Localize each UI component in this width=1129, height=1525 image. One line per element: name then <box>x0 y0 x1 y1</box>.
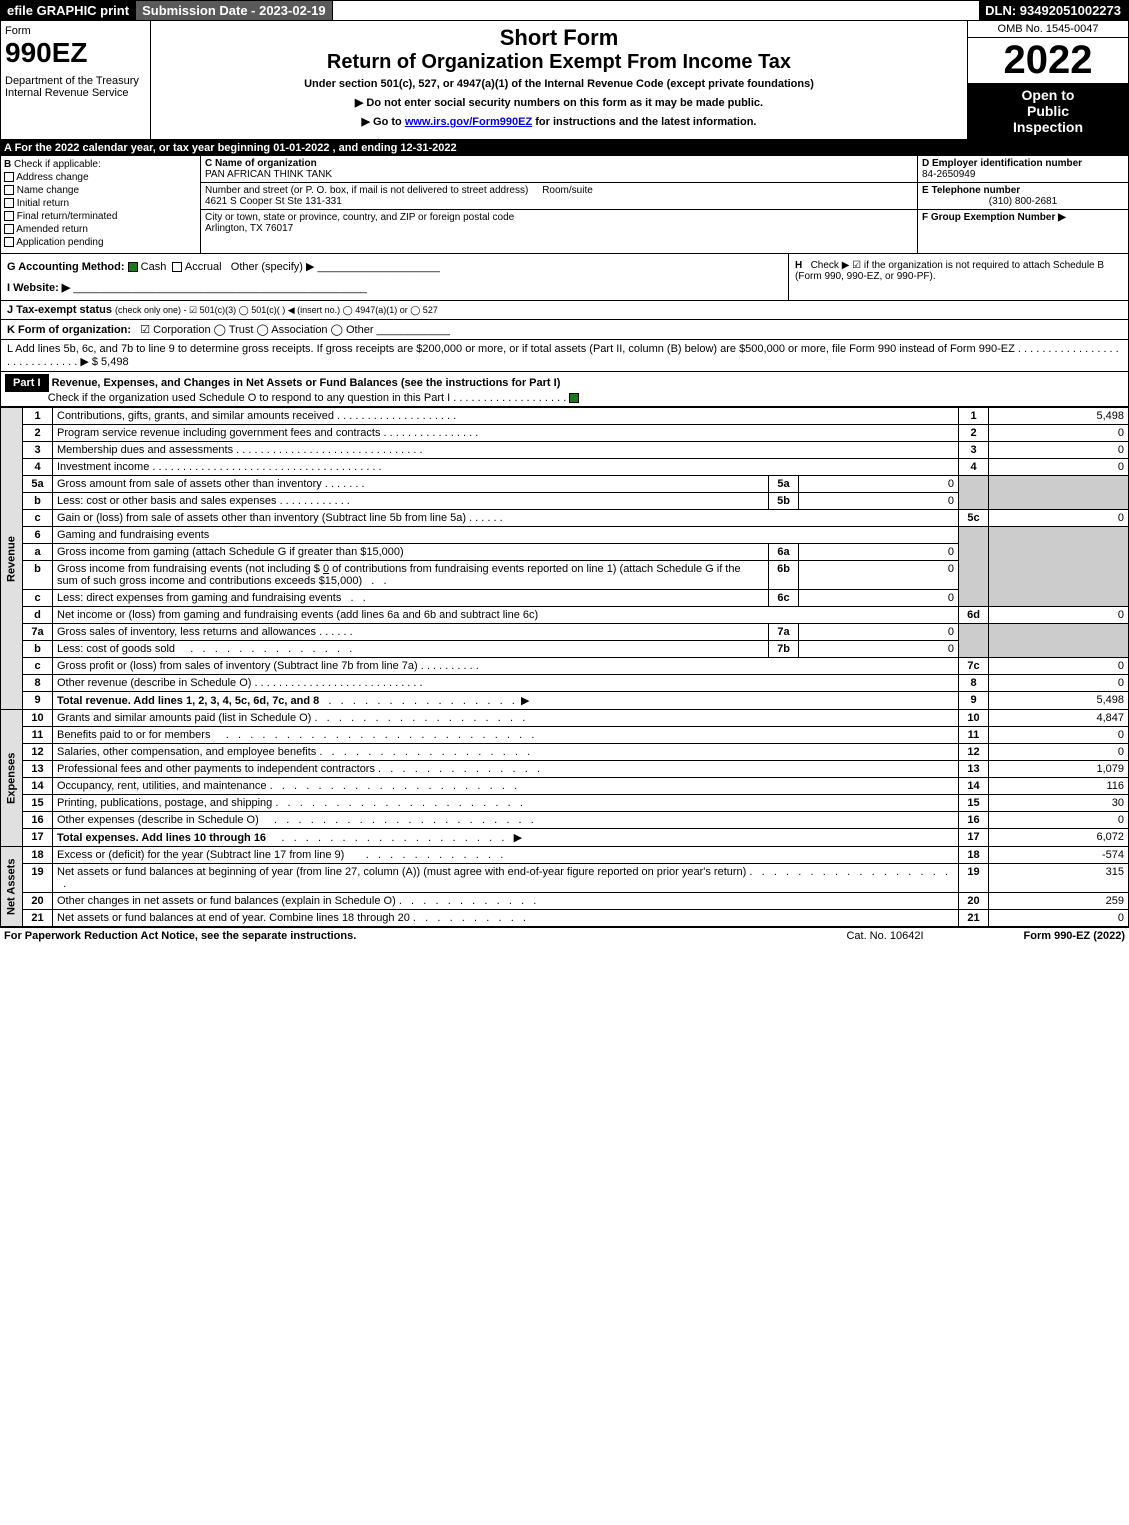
form-ref: Form 990-EZ (2022) <box>1024 930 1125 942</box>
table-row: 11Benefits paid to or for members . . . … <box>1 727 1129 744</box>
table-row: 3Membership dues and assessments . . . .… <box>1 442 1129 459</box>
section-a-tax-year: A For the 2022 calendar year, or tax yea… <box>0 140 1129 156</box>
table-row: 5aGross amount from sale of assets other… <box>1 476 1129 493</box>
phone-box: E Telephone number (310) 800-2681 <box>918 183 1128 210</box>
check-application-pending[interactable]: Application pending <box>4 237 197 248</box>
open-public-inspection: Open to Public Inspection <box>968 83 1128 139</box>
l-gross-receipts: L Add lines 5b, 6c, and 7b to line 9 to … <box>0 340 1129 372</box>
checkbox-icon <box>4 172 14 182</box>
table-row: 6Gaming and fundraising events <box>1 527 1129 544</box>
boxes-bcdef: B Check if applicable: Address change Na… <box>0 156 1129 254</box>
check-initial-return[interactable]: Initial return <box>4 198 197 209</box>
check-amended-return[interactable]: Amended return <box>4 224 197 235</box>
table-row: Net Assets 18Excess or (deficit) for the… <box>1 847 1129 864</box>
paperwork-notice: For Paperwork Reduction Act Notice, see … <box>4 930 356 942</box>
street-address: 4621 S Cooper St Ste 131-331 <box>205 196 342 207</box>
table-row: dNet income or (loss) from gaming and fu… <box>1 607 1129 624</box>
ein-box: D Employer identification number 84-2650… <box>918 156 1128 183</box>
checkbox-icon <box>4 237 14 247</box>
org-name-box: C Name of organization PAN AFRICAN THINK… <box>201 156 917 183</box>
check-name-change[interactable]: Name change <box>4 185 197 196</box>
checkbox-icon <box>4 224 14 234</box>
street-box: Number and street (or P. O. box, if mail… <box>201 183 917 210</box>
city-state-zip: Arlington, TX 76017 <box>205 223 293 234</box>
tax-year: 2022 <box>968 38 1128 83</box>
h-schedule-b: H Check ▶ ☑ if the organization is not r… <box>788 254 1128 300</box>
net-assets-label: Net Assets <box>1 847 23 927</box>
table-row: 20Other changes in net assets or fund ba… <box>1 893 1129 910</box>
table-row: 21Net assets or fund balances at end of … <box>1 910 1129 927</box>
checkbox-filled-icon <box>569 393 579 403</box>
checkbox-filled-icon <box>128 262 138 272</box>
irs-link[interactable]: www.irs.gov/Form990EZ <box>405 116 532 128</box>
part-i-badge: Part I <box>5 374 49 392</box>
table-row: 12Salaries, other compensation, and empl… <box>1 744 1129 761</box>
page-footer: For Paperwork Reduction Act Notice, see … <box>0 927 1129 944</box>
check-final-return[interactable]: Final return/terminated <box>4 211 197 222</box>
ein-value: 84-2650949 <box>922 169 975 180</box>
revenue-label: Revenue <box>1 408 23 710</box>
goto-line: ▶ Go to www.irs.gov/Form990EZ for instru… <box>155 115 963 128</box>
form-number: 990EZ <box>5 37 146 69</box>
form-header: Form 990EZ Department of the Treasury In… <box>0 21 1129 140</box>
phone-value: (310) 800-2681 <box>922 196 1124 207</box>
dln: DLN: 93492051002273 <box>979 1 1128 20</box>
group-exemption-box: F Group Exemption Number ▶ <box>918 210 1128 225</box>
i-website: I Website: ▶ <box>7 282 70 294</box>
column-c: C Name of organization PAN AFRICAN THINK… <box>201 156 918 253</box>
return-title: Return of Organization Exempt From Incom… <box>155 51 963 74</box>
omb-number: OMB No. 1545-0047 <box>968 21 1128 38</box>
table-row: 13Professional fees and other payments t… <box>1 761 1129 778</box>
header-left: Form 990EZ Department of the Treasury In… <box>1 21 151 139</box>
header-right: OMB No. 1545-0047 2022 Open to Public In… <box>968 21 1128 139</box>
efile-label[interactable]: efile GRAPHIC print <box>1 1 136 20</box>
table-row: 17Total expenses. Add lines 10 through 1… <box>1 829 1129 847</box>
dept-treasury: Department of the Treasury <box>5 75 146 87</box>
part-i-header: Part I Revenue, Expenses, and Changes in… <box>0 372 1129 407</box>
table-row: 7aGross sales of inventory, less returns… <box>1 624 1129 641</box>
j-tax-exempt: J Tax-exempt status (check only one) - ☑… <box>0 301 1129 320</box>
column-b: B Check if applicable: Address change Na… <box>1 156 201 253</box>
table-row: 2Program service revenue including gover… <box>1 425 1129 442</box>
part-i-title: Revenue, Expenses, and Changes in Net As… <box>52 377 561 389</box>
expenses-label: Expenses <box>1 710 23 847</box>
submission-date: Submission Date - 2023-02-19 <box>136 1 333 20</box>
table-row: cGain or (loss) from sale of assets othe… <box>1 510 1129 527</box>
table-row: 16Other expenses (describe in Schedule O… <box>1 812 1129 829</box>
table-row: cGross profit or (loss) from sales of in… <box>1 658 1129 675</box>
table-row: 8Other revenue (describe in Schedule O) … <box>1 675 1129 692</box>
form-word: Form <box>5 25 146 37</box>
row-gh: G Accounting Method: Cash Accrual Other … <box>0 254 1129 301</box>
checkbox-icon <box>4 198 14 208</box>
irs-label: Internal Revenue Service <box>5 87 146 99</box>
check-address-change[interactable]: Address change <box>4 172 197 183</box>
checkbox-icon <box>172 262 182 272</box>
org-name: PAN AFRICAN THINK TANK <box>205 169 332 180</box>
checkbox-icon <box>4 185 14 195</box>
short-form-title: Short Form <box>155 25 963 51</box>
table-row: Expenses 10Grants and similar amounts pa… <box>1 710 1129 727</box>
table-row: 9Total revenue. Add lines 1, 2, 3, 4, 5c… <box>1 692 1129 710</box>
subtitle: Under section 501(c), 527, or 4947(a)(1)… <box>155 78 963 90</box>
line-1-value: 5,498 <box>989 408 1129 425</box>
k-form-org: K Form of organization: ☑ Corporation ◯ … <box>0 320 1129 340</box>
ssn-warning: ▶ Do not enter social security numbers o… <box>155 96 963 109</box>
checkbox-icon <box>4 211 14 221</box>
table-row: 4Investment income . . . . . . . . . . .… <box>1 459 1129 476</box>
table-row: Revenue 1 Contributions, gifts, grants, … <box>1 408 1129 425</box>
top-bar: efile GRAPHIC print Submission Date - 20… <box>0 0 1129 21</box>
column-def: D Employer identification number 84-2650… <box>918 156 1128 253</box>
table-row: 19Net assets or fund balances at beginni… <box>1 864 1129 893</box>
table-row: 15Printing, publications, postage, and s… <box>1 795 1129 812</box>
g-accounting: G Accounting Method: Cash Accrual Other … <box>1 254 788 300</box>
catalog-number: Cat. No. 10642I <box>846 930 923 942</box>
table-row: 14Occupancy, rent, utilities, and mainte… <box>1 778 1129 795</box>
header-center: Short Form Return of Organization Exempt… <box>151 21 968 139</box>
city-box: City or town, state or province, country… <box>201 210 917 236</box>
lines-table: Revenue 1 Contributions, gifts, grants, … <box>0 407 1129 927</box>
